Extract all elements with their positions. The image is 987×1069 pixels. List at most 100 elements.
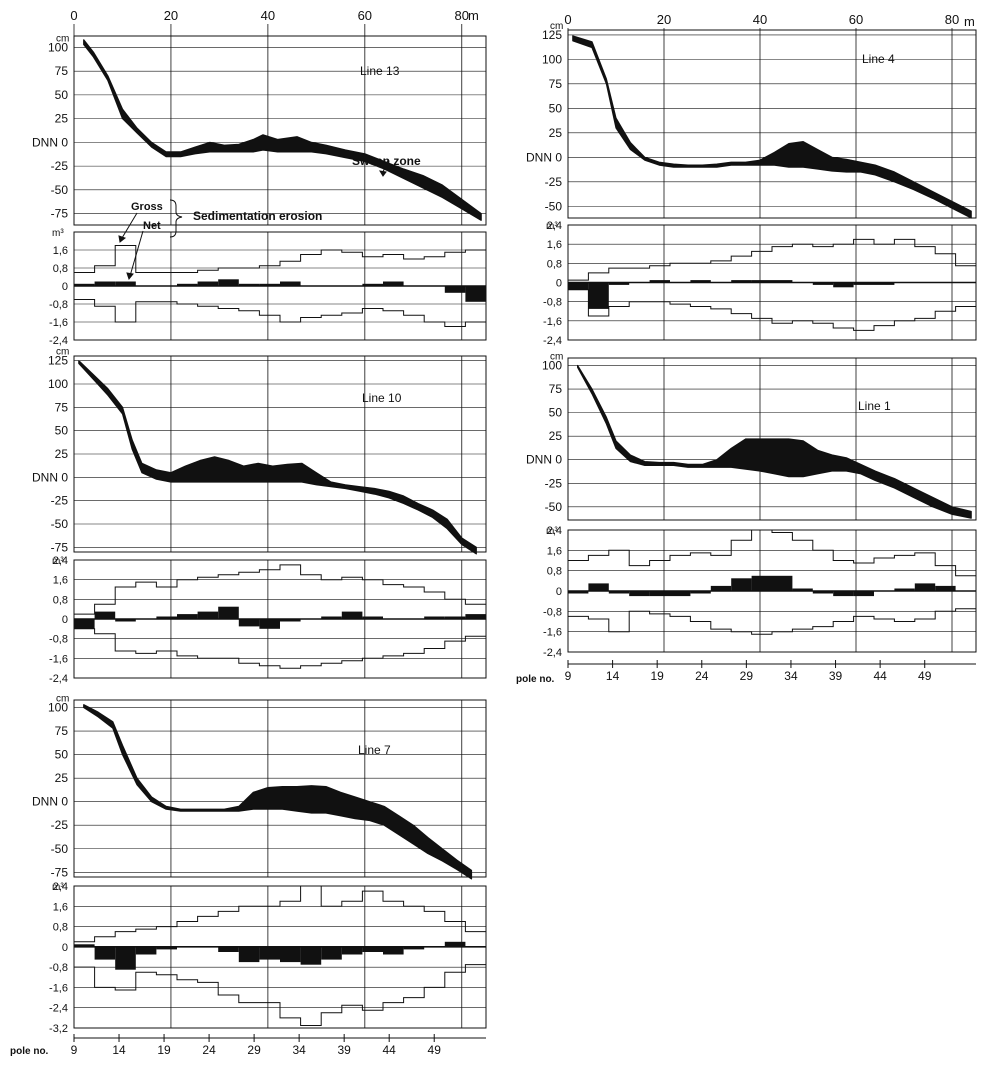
volume-ytick-label: -0,8 xyxy=(49,962,68,974)
volume-unit-label: m³ xyxy=(546,221,558,232)
panel-line-1: 100 75 50 25 DNN 0 -25 -50 cm 2,4 1,6 0,8 0 -0,8 -1,6… xyxy=(526,352,977,683)
net-bar xyxy=(444,941,466,947)
net-bar xyxy=(280,619,301,622)
pole-tick-label: 49 xyxy=(428,1043,442,1057)
pole-tick-label: 14 xyxy=(606,669,620,683)
volume-ytick-label: 2,4 xyxy=(547,220,562,232)
net-bar xyxy=(588,583,609,591)
net-bar xyxy=(792,588,813,591)
volume-ytick-label: 1,6 xyxy=(547,545,562,557)
distance-tick-label: 40 xyxy=(753,12,767,27)
net-bar xyxy=(115,946,136,970)
volume-ytick-label: 1,6 xyxy=(53,575,68,587)
net-bar xyxy=(321,616,342,619)
net-bar xyxy=(74,619,95,629)
net-bar xyxy=(383,946,404,955)
pole-tick-label: 19 xyxy=(651,669,665,683)
gross-erosion-step xyxy=(568,608,976,635)
net-bar xyxy=(218,606,239,619)
profile-ytick-label: DNN 0 xyxy=(32,135,68,149)
volume-ytick-label: -1,6 xyxy=(543,316,562,328)
profile-ytick-label: 100 xyxy=(48,377,68,391)
net-bar xyxy=(156,616,177,619)
net-bar xyxy=(670,591,691,597)
net-bar xyxy=(465,614,486,619)
net-bar xyxy=(177,283,198,287)
distance-tick-label: 60 xyxy=(358,8,372,23)
volume-ytick-label: -0,8 xyxy=(543,297,562,309)
profile-ytick-label: -25 xyxy=(51,818,69,832)
net-bar xyxy=(444,616,466,619)
pole-tick-label: 44 xyxy=(383,1043,397,1057)
distance-unit-right: m xyxy=(964,14,975,29)
net-bar xyxy=(894,588,915,591)
pole-no-title-left: pole no. xyxy=(10,1046,49,1057)
net-bar xyxy=(853,282,874,285)
net-bar xyxy=(362,616,383,619)
volume-ytick-label: -2,4 xyxy=(49,1003,68,1015)
profile-ytick-label: 125 xyxy=(542,28,562,42)
net-bar xyxy=(874,282,895,285)
net-bar xyxy=(629,591,650,597)
net-bar xyxy=(568,591,589,594)
volume-ytick-label: -0,8 xyxy=(49,299,68,311)
distance-tick-label: 80 xyxy=(455,8,469,23)
volume-ytick-label: 1,6 xyxy=(547,239,562,251)
pole-tick-label: 49 xyxy=(918,669,932,683)
distance-tick-label: 20 xyxy=(657,12,671,27)
volume-ytick-label: -2,4 xyxy=(49,673,68,685)
volume-ytick-label: 0,8 xyxy=(53,922,68,934)
gross-sedimentation-step xyxy=(568,529,976,577)
gross-erosion-step xyxy=(74,299,486,327)
panel-line-7: 100 75 50 25 DNN 0 -25 -50 -75 cm 2,4 1,6 0,8 0 -0,8 -… xyxy=(32,694,487,1057)
volume-ytick-label: -1,6 xyxy=(49,317,68,329)
net-bar xyxy=(362,283,383,287)
line-label: Line 13 xyxy=(360,64,400,78)
profile-frame xyxy=(567,357,977,521)
profile-ytick-label: 100 xyxy=(48,40,68,54)
net-bar xyxy=(914,583,936,591)
net-bar xyxy=(833,591,854,597)
net-bar xyxy=(710,585,732,591)
profile-ytick-label: DNN 0 xyxy=(526,150,562,164)
net-bar xyxy=(341,946,363,955)
panel-line-4: 125 100 75 50 25 DNN 0 -25 -50 cm 2,4 1,6 0,8 0 -0,8 -… xyxy=(526,12,977,347)
line-label: Line 7 xyxy=(358,743,391,757)
net-bar xyxy=(465,286,486,302)
profile-ytick-label: -75 xyxy=(51,865,69,879)
volume-ytick-label: -1,6 xyxy=(543,627,562,639)
pole-tick-label: 34 xyxy=(784,669,798,683)
volume-unit-label: m³ xyxy=(52,556,64,567)
gross-erosion-step xyxy=(74,628,486,669)
profile-unit-label: cm xyxy=(56,694,69,705)
sedimentation-erosion-label: Sedimentation erosion xyxy=(193,209,322,223)
net-bar xyxy=(812,591,834,594)
profile-ytick-label: -25 xyxy=(545,175,563,189)
volume-ytick-label: -0,8 xyxy=(543,606,562,618)
net-bar xyxy=(218,946,239,952)
volume-unit-label: m³ xyxy=(52,228,64,239)
pole-tick-label: 24 xyxy=(695,669,709,683)
net-bar xyxy=(812,282,834,285)
net-bar xyxy=(94,281,116,286)
profile-ytick-label: 25 xyxy=(549,429,563,443)
net-bar xyxy=(238,619,260,627)
volume-ytick-label: 1,6 xyxy=(53,901,68,913)
net-bar xyxy=(853,591,874,597)
profile-ytick-label: 75 xyxy=(549,77,563,91)
net-bar xyxy=(362,946,383,952)
net-bar xyxy=(649,280,670,283)
profile-ytick-label: -50 xyxy=(545,500,563,514)
volume-ytick-label: 0 xyxy=(62,614,68,626)
net-bar xyxy=(115,619,136,622)
profile-ytick-label: 25 xyxy=(549,126,563,140)
profile-ytick-label: 50 xyxy=(549,101,563,115)
sweep-zone-band xyxy=(577,364,972,519)
volume-ytick-label: 1,6 xyxy=(53,245,68,257)
net-bar xyxy=(424,616,445,619)
profile-ytick-label: 100 xyxy=(542,52,562,66)
profile-ytick-label: 100 xyxy=(48,701,68,715)
profile-ytick-label: DNN 0 xyxy=(32,795,68,809)
pole-tick-label: 39 xyxy=(829,669,843,683)
net-bar xyxy=(608,282,630,285)
